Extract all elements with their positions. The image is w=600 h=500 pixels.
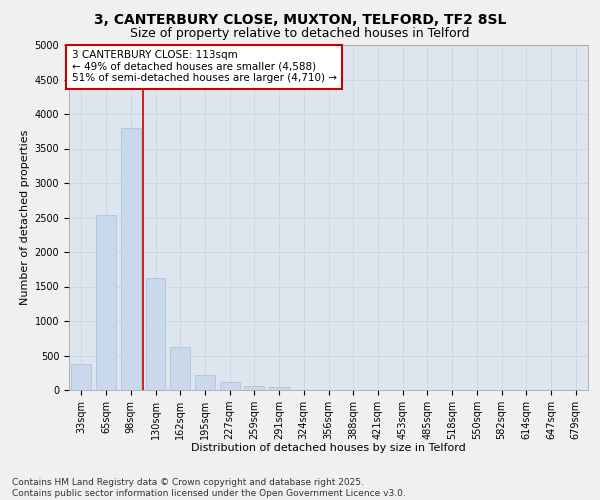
Text: 3, CANTERBURY CLOSE, MUXTON, TELFORD, TF2 8SL: 3, CANTERBURY CLOSE, MUXTON, TELFORD, TF… xyxy=(94,12,506,26)
Bar xyxy=(71,364,91,390)
X-axis label: Distribution of detached houses by size in Telford: Distribution of detached houses by size … xyxy=(191,444,466,454)
Bar xyxy=(170,347,190,390)
Bar xyxy=(244,386,264,390)
Bar xyxy=(146,278,166,390)
Text: 3 CANTERBURY CLOSE: 113sqm
← 49% of detached houses are smaller (4,588)
51% of s: 3 CANTERBURY CLOSE: 113sqm ← 49% of deta… xyxy=(71,50,337,84)
Y-axis label: Number of detached properties: Number of detached properties xyxy=(20,130,31,305)
Bar xyxy=(195,375,215,390)
Text: Size of property relative to detached houses in Telford: Size of property relative to detached ho… xyxy=(130,28,470,40)
Bar xyxy=(96,216,116,390)
Text: Contains HM Land Registry data © Crown copyright and database right 2025.
Contai: Contains HM Land Registry data © Crown c… xyxy=(12,478,406,498)
Bar xyxy=(220,382,239,390)
Bar xyxy=(269,387,289,390)
Bar xyxy=(121,128,140,390)
